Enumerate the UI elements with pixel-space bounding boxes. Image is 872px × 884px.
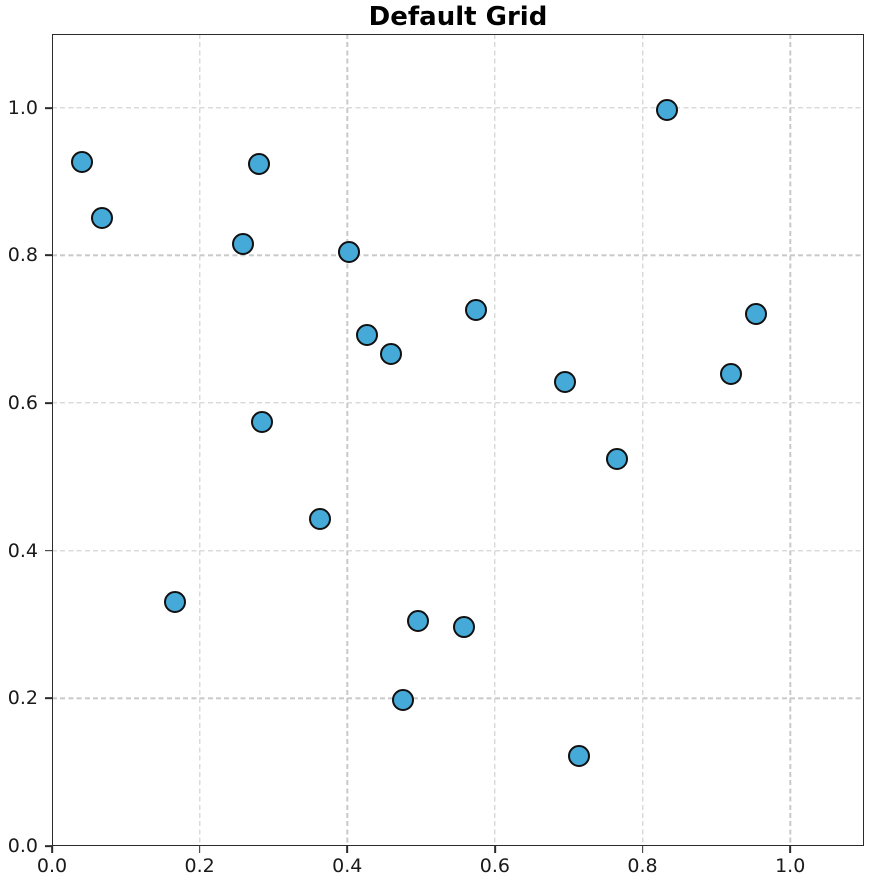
scatter-point bbox=[605, 448, 628, 471]
x-tick-label: 1.0 bbox=[775, 855, 806, 877]
scatter-point bbox=[655, 99, 678, 122]
chart-title: Default Grid bbox=[368, 2, 548, 32]
scatter-point bbox=[392, 688, 415, 711]
x-tick-mark bbox=[346, 846, 349, 853]
vertical-gridline bbox=[789, 34, 791, 846]
scatter-point bbox=[71, 151, 94, 174]
scatter-point bbox=[745, 302, 768, 325]
vertical-gridline bbox=[198, 34, 201, 846]
y-tick-label: 0.8 bbox=[7, 244, 38, 267]
x-tick-label: 0.2 bbox=[184, 855, 215, 877]
horizontal-gridline bbox=[52, 697, 864, 700]
horizontal-gridline bbox=[52, 402, 864, 404]
plot-area bbox=[52, 34, 864, 846]
vertical-gridline bbox=[494, 34, 496, 846]
scatter-point bbox=[91, 206, 114, 229]
vertical-gridline bbox=[346, 34, 348, 846]
y-tick-label: 1.0 bbox=[7, 96, 38, 119]
x-tick-mark bbox=[494, 846, 496, 853]
horizontal-gridline bbox=[52, 550, 864, 552]
scatter-point bbox=[251, 411, 274, 434]
scatter-point bbox=[407, 609, 430, 632]
scatter-point bbox=[247, 152, 270, 175]
y-tick-mark bbox=[45, 106, 52, 109]
y-tick-label: 0.2 bbox=[7, 687, 38, 710]
x-tick-mark bbox=[641, 846, 644, 853]
x-tick-mark bbox=[789, 846, 792, 853]
vertical-gridline bbox=[641, 34, 644, 846]
y-tick-label: 0.0 bbox=[7, 835, 38, 857]
y-tick-mark bbox=[45, 254, 52, 257]
scatter-point bbox=[164, 591, 187, 614]
scatter-point bbox=[554, 371, 577, 394]
scatter-point bbox=[308, 507, 331, 530]
scatter-point bbox=[568, 744, 591, 767]
x-tick-mark bbox=[198, 846, 201, 853]
scatter-point bbox=[465, 299, 488, 322]
scatter-point bbox=[720, 362, 743, 385]
y-tick-mark bbox=[45, 845, 52, 847]
x-tick-label: 0.6 bbox=[479, 855, 511, 877]
y-tick-mark bbox=[45, 697, 52, 700]
y-tick-label: 0.6 bbox=[7, 392, 38, 415]
x-tick-label: 0.4 bbox=[332, 855, 363, 877]
y-tick-mark bbox=[45, 402, 52, 404]
x-tick-label: 0.0 bbox=[36, 855, 68, 877]
scatter-point bbox=[452, 616, 475, 639]
x-tick-mark bbox=[51, 846, 53, 853]
horizontal-gridline bbox=[52, 254, 864, 257]
scatter-point bbox=[232, 232, 255, 255]
scatter-point bbox=[338, 240, 361, 263]
y-tick-label: 0.4 bbox=[7, 539, 38, 562]
horizontal-gridline bbox=[52, 107, 864, 109]
y-tick-mark bbox=[45, 549, 52, 552]
scatter-point bbox=[379, 343, 402, 366]
scatter-point bbox=[356, 324, 379, 347]
x-tick-label: 0.8 bbox=[627, 855, 658, 877]
